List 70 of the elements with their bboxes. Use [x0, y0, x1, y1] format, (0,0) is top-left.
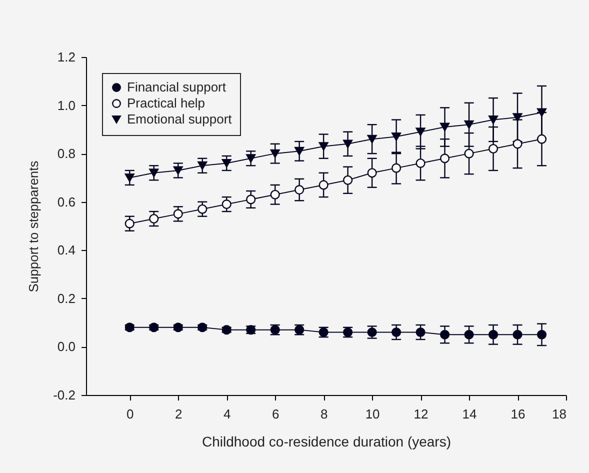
- y-tick-label: -0.2: [53, 388, 76, 402]
- y-tick-label: 0.0: [57, 339, 76, 354]
- y-tick-label: 0.4: [57, 242, 76, 258]
- point: [198, 204, 208, 214]
- point: [416, 128, 426, 136]
- point: [246, 154, 256, 163]
- point: [318, 142, 328, 151]
- point: [343, 140, 353, 148]
- y-axis-title: Support to stepparents: [26, 160, 42, 292]
- point: [536, 108, 547, 117]
- point: [246, 194, 256, 204]
- point: [124, 322, 134, 332]
- x-tick-label: 14: [462, 406, 477, 422]
- point: [367, 168, 377, 178]
- point: [318, 180, 328, 190]
- point: [464, 120, 474, 129]
- point: [440, 154, 450, 164]
- point: [198, 161, 208, 170]
- point: [512, 330, 522, 340]
- point: [512, 139, 522, 149]
- point: [294, 146, 304, 156]
- point: [367, 134, 377, 144]
- point: [343, 175, 353, 185]
- point: [173, 322, 183, 332]
- point: [512, 113, 522, 122]
- point: [392, 327, 402, 338]
- point: [198, 322, 208, 332]
- point: [416, 327, 426, 338]
- point: [488, 116, 498, 124]
- point: [464, 330, 474, 340]
- x-axis-title: Childhood co-residence duration (years): [202, 434, 452, 450]
- x-tick-label: 8: [320, 406, 328, 422]
- point: [464, 148, 474, 158]
- y-tick-label: 1.0: [57, 98, 76, 113]
- point: [416, 158, 426, 168]
- point: [149, 322, 159, 332]
- point: [488, 144, 498, 154]
- point: [536, 134, 547, 144]
- point: [392, 163, 402, 173]
- x-tick-label: 6: [272, 406, 280, 422]
- y-tick-label: 0.8: [57, 146, 76, 162]
- point: [392, 132, 402, 141]
- point: [173, 209, 183, 219]
- point: [488, 330, 498, 340]
- point: [270, 149, 280, 158]
- x-tick-label: 18: [552, 406, 566, 422]
- point: [440, 330, 450, 340]
- point: [124, 173, 134, 182]
- point: [294, 185, 304, 195]
- point: [270, 190, 280, 200]
- point: [536, 330, 547, 340]
- y-tick-label: 0.6: [57, 194, 76, 210]
- point: [173, 166, 183, 175]
- x-tick-label: 2: [175, 406, 182, 422]
- legend-label: Emotional support: [127, 112, 232, 126]
- y-tick-label: 0.2: [57, 290, 76, 306]
- x-tick-label: 4: [223, 406, 231, 422]
- legend-label: Practical help: [127, 96, 206, 110]
- y-tick-label: 1.2: [57, 50, 76, 64]
- point: [222, 199, 232, 210]
- point: [440, 122, 450, 132]
- point: [222, 159, 232, 168]
- point: [149, 214, 159, 224]
- x-tick-label: 16: [510, 406, 526, 422]
- point: [149, 168, 159, 178]
- x-tick-label: 10: [365, 406, 380, 422]
- point: [124, 218, 134, 228]
- x-tick-label: 0: [126, 406, 134, 422]
- x-tick-label: 12: [414, 406, 428, 422]
- legend-label: Financial support: [127, 80, 226, 94]
